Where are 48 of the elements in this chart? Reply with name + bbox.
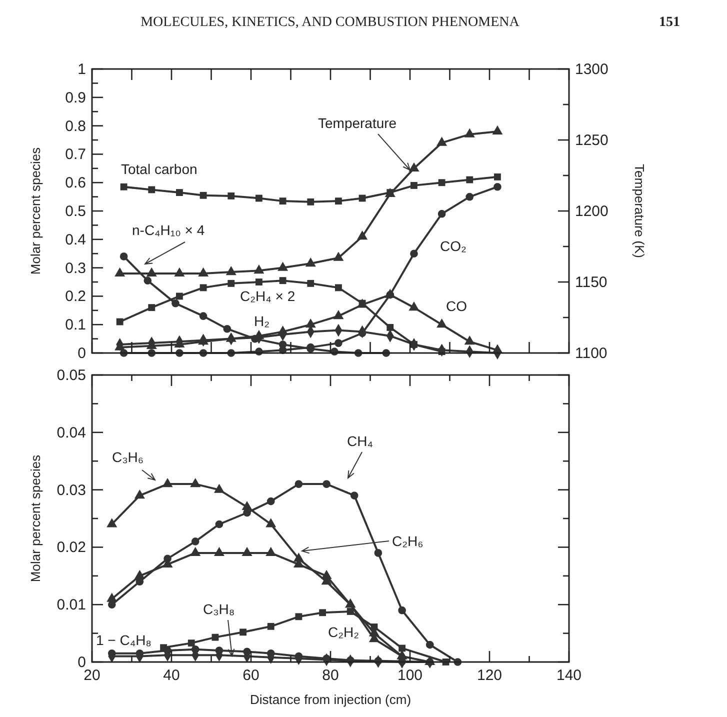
y2-tick-label: 1200 — [575, 203, 608, 220]
y-tick-label: 0 — [78, 654, 86, 671]
x-tick-label: 20 — [84, 667, 100, 684]
series-label: C₃H₆ — [112, 449, 144, 465]
series-label: C₂H₂ — [328, 624, 360, 640]
text: CH₄ — [347, 433, 374, 449]
x-tick-label: 60 — [242, 667, 260, 684]
y-tick-label: 0.8 — [65, 118, 86, 135]
y-tick-label: 0.1 — [65, 316, 86, 334]
y-tick-label: 0.5 — [65, 203, 86, 220]
y2-tick-label: 1300 — [575, 61, 608, 78]
y-tick-label: 0.04 — [56, 424, 86, 442]
y-tick-label: 0.7 — [65, 146, 86, 164]
y-tick-label: 0 — [78, 345, 86, 362]
y-axis-title: Molar percent species — [28, 454, 43, 582]
series-label: Total carbon — [121, 161, 198, 177]
text: Temperature — [318, 115, 397, 131]
y-tick-label: 0.05 — [56, 367, 86, 384]
x-tick-label: 120 — [476, 667, 502, 684]
y-tick-label: 0.3 — [65, 260, 86, 277]
text: MOLECULES, KINETICS, AND COMBUSTION PHENOMENA — [140, 15, 520, 30]
series-label: 1 − C₄H₈ — [96, 632, 152, 648]
x-tick-label: 40 — [163, 667, 180, 684]
series-label: n-C₄H₁₀ × 4 — [132, 222, 205, 238]
text: 151 — [659, 15, 680, 30]
x-tick-label: 100 — [397, 667, 423, 684]
x-axis-title: Distance from injection (cm) — [250, 692, 412, 707]
y2-tick-label: 1250 — [575, 132, 608, 149]
y2-axis-title: Temperature (K) — [632, 164, 647, 258]
series-label: C₂H₄ × 2 — [240, 288, 296, 304]
y-tick-label: 0.4 — [65, 231, 86, 248]
y-tick-label: 0.03 — [56, 482, 86, 499]
y2-tick-label: 1150 — [575, 274, 608, 291]
y-tick-label: 0.6 — [65, 174, 86, 192]
y-tick-label: 0.02 — [56, 539, 86, 556]
y2-tick-label: 1100 — [575, 345, 608, 362]
text: C₃H₈ — [203, 601, 235, 617]
series-label: CO₂ — [440, 238, 466, 254]
y-tick-label: 0.01 — [56, 596, 86, 614]
x-tick-label: 80 — [322, 667, 339, 684]
y-tick-label: 0.9 — [65, 89, 86, 106]
text: C₂H₆ — [392, 533, 424, 549]
x-tick-label: 140 — [556, 667, 582, 684]
y-tick-label: 0.2 — [65, 288, 86, 306]
y-tick-label: 1 — [78, 61, 86, 78]
y-axis-title: Molar percent species — [28, 146, 43, 275]
series-label: H₂ — [254, 313, 270, 329]
series-label: CO — [446, 298, 468, 314]
